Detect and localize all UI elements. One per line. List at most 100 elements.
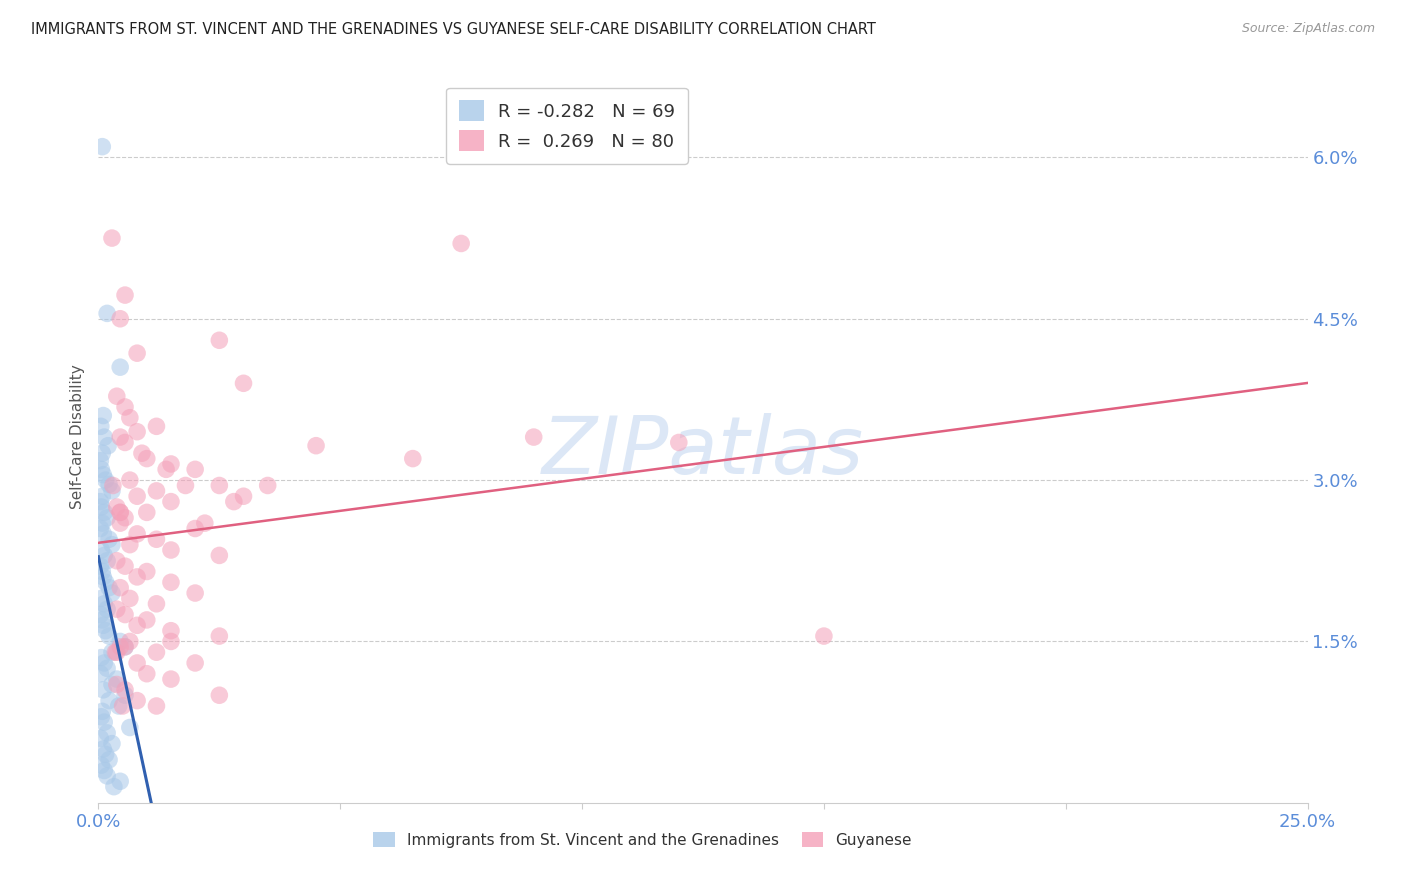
- Point: [101, 538, 124, 552]
- Point: [101, 478, 124, 492]
- Point: [91, 446, 114, 460]
- Point: [105, 677, 128, 691]
- Point: [105, 645, 128, 659]
- Point: [108, 505, 131, 519]
- Point: [127, 346, 149, 360]
- Point: [127, 527, 149, 541]
- Point: [90, 419, 112, 434]
- Point: [127, 656, 149, 670]
- Point: [118, 721, 141, 735]
- Point: [101, 586, 124, 600]
- Point: [208, 333, 231, 347]
- Point: [184, 586, 207, 600]
- Point: [98, 693, 121, 707]
- Point: [108, 430, 131, 444]
- Point: [450, 236, 472, 251]
- Point: [91, 705, 114, 719]
- Point: [114, 510, 136, 524]
- Point: [93, 656, 115, 670]
- Point: [91, 742, 114, 756]
- Point: [108, 360, 131, 375]
- Point: [96, 554, 118, 568]
- Point: [160, 494, 183, 508]
- Point: [94, 624, 117, 638]
- Point: [232, 489, 254, 503]
- Point: [127, 425, 149, 439]
- Point: [107, 698, 129, 713]
- Point: [208, 629, 231, 643]
- Point: [222, 494, 245, 508]
- Point: [93, 715, 115, 730]
- Point: [111, 698, 134, 713]
- Point: [208, 478, 231, 492]
- Point: [127, 489, 149, 503]
- Point: [145, 419, 167, 434]
- Point: [114, 640, 136, 654]
- Point: [98, 581, 121, 595]
- Point: [90, 650, 112, 665]
- Point: [114, 607, 136, 622]
- Point: [101, 737, 124, 751]
- Point: [131, 446, 153, 460]
- Point: [108, 516, 131, 530]
- Point: [90, 543, 112, 558]
- Point: [96, 602, 118, 616]
- Point: [94, 575, 117, 590]
- Point: [114, 688, 136, 702]
- Point: [105, 672, 128, 686]
- Point: [91, 565, 114, 579]
- Point: [127, 693, 149, 707]
- Text: ZIPatlas: ZIPatlas: [541, 413, 865, 491]
- Point: [523, 430, 546, 444]
- Point: [118, 538, 141, 552]
- Point: [91, 409, 114, 423]
- Point: [93, 764, 115, 778]
- Point: [108, 634, 131, 648]
- Point: [96, 510, 118, 524]
- Point: [98, 629, 121, 643]
- Point: [89, 731, 111, 746]
- Y-axis label: Self-Care Disability: Self-Care Disability: [70, 365, 86, 509]
- Point: [91, 613, 114, 627]
- Point: [93, 430, 115, 444]
- Point: [127, 570, 149, 584]
- Point: [89, 559, 111, 574]
- Point: [108, 774, 131, 789]
- Point: [305, 439, 328, 453]
- Point: [813, 629, 835, 643]
- Point: [135, 565, 157, 579]
- Point: [145, 597, 167, 611]
- Point: [145, 483, 167, 498]
- Point: [135, 505, 157, 519]
- Point: [174, 478, 197, 492]
- Point: [114, 640, 136, 654]
- Point: [135, 451, 157, 466]
- Text: IMMIGRANTS FROM ST. VINCENT AND THE GRENADINES VS GUYANESE SELF-CARE DISABILITY : IMMIGRANTS FROM ST. VINCENT AND THE GREN…: [31, 22, 876, 37]
- Point: [96, 306, 118, 320]
- Point: [105, 602, 128, 616]
- Point: [97, 439, 120, 453]
- Point: [98, 477, 121, 491]
- Point: [114, 400, 136, 414]
- Point: [90, 710, 112, 724]
- Point: [668, 435, 690, 450]
- Point: [98, 533, 121, 547]
- Point: [160, 543, 183, 558]
- Point: [145, 698, 167, 713]
- Point: [145, 645, 167, 659]
- Point: [101, 645, 124, 659]
- Point: [232, 376, 254, 391]
- Point: [94, 473, 117, 487]
- Point: [105, 554, 128, 568]
- Point: [118, 634, 141, 648]
- Point: [160, 457, 183, 471]
- Point: [104, 645, 127, 659]
- Text: Source: ZipAtlas.com: Source: ZipAtlas.com: [1241, 22, 1375, 36]
- Point: [101, 677, 124, 691]
- Point: [108, 311, 131, 326]
- Point: [91, 527, 114, 541]
- Point: [105, 500, 128, 514]
- Point: [184, 656, 207, 670]
- Point: [90, 591, 112, 606]
- Point: [135, 613, 157, 627]
